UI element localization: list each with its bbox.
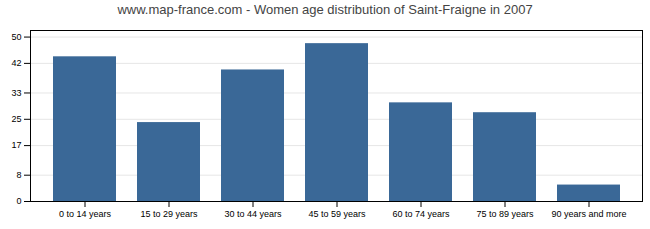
- svg-text:75 to 89 years: 75 to 89 years: [476, 209, 534, 219]
- svg-text:60 to 74 years: 60 to 74 years: [392, 209, 450, 219]
- svg-text:25: 25: [11, 114, 21, 124]
- html-text:www.map-france.com - Women age: www.map-france.com - Women age distribut…: [117, 2, 533, 17]
- svg-text:45 to 59 years: 45 to 59 years: [308, 209, 366, 219]
- svg-text:33: 33: [11, 88, 21, 98]
- svg-text:30 to 44 years: 30 to 44 years: [224, 209, 282, 219]
- svg-text:42: 42: [11, 58, 21, 68]
- svg-text:50: 50: [11, 32, 21, 42]
- svg-text:0: 0: [16, 196, 21, 206]
- svg-text:90 years and more: 90 years and more: [551, 209, 626, 219]
- svg-text:0 to 14 years: 0 to 14 years: [59, 209, 112, 219]
- svg-text:8: 8: [16, 170, 21, 180]
- svg-text:17: 17: [11, 140, 21, 150]
- svg-text:15 to 29 years: 15 to 29 years: [140, 209, 198, 219]
